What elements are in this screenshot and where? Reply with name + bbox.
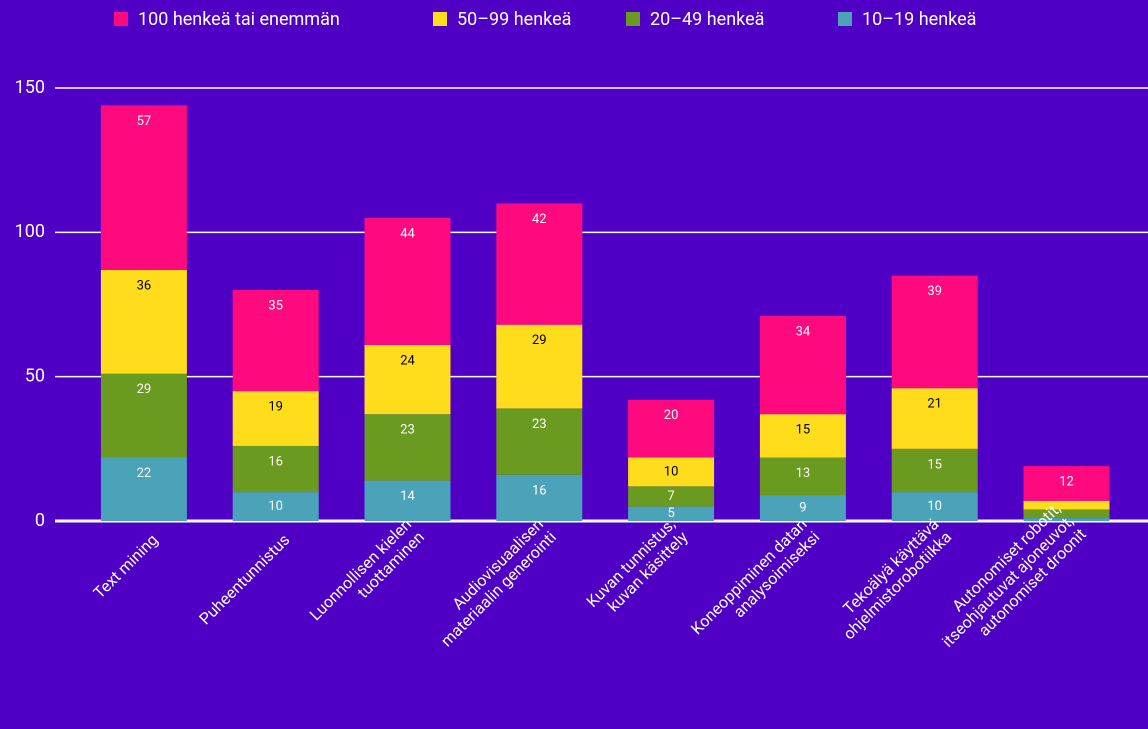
x-tick-label: Tekoälyä käyttäväohjelmistorobotiikka <box>827 515 956 644</box>
bar-segment <box>232 290 319 392</box>
bar-segment <box>364 414 451 481</box>
data-label: 22 <box>137 466 152 481</box>
bar-segment <box>232 492 319 521</box>
data-label: 12 <box>1059 475 1074 490</box>
data-label: 36 <box>137 278 152 293</box>
bar-segment <box>891 448 978 493</box>
x-tick-label-line: Koneoppiminen datan <box>687 515 811 639</box>
bar-segment <box>628 486 715 507</box>
bar-segment <box>891 275 978 389</box>
bar-segment <box>232 445 319 493</box>
bar-segment <box>100 457 187 521</box>
data-label: 23 <box>400 423 415 438</box>
data-label: 15 <box>927 457 942 472</box>
y-tick-label: 150 <box>15 77 45 98</box>
legend-swatch <box>838 12 852 26</box>
bar-segment <box>628 506 715 521</box>
data-label: 9 <box>799 500 806 515</box>
y-tick-label: 0 <box>35 510 45 531</box>
data-label: 39 <box>927 284 942 299</box>
bar-segment <box>1023 500 1110 510</box>
data-label: 34 <box>796 324 811 339</box>
bar-segment <box>628 457 715 487</box>
x-tick-label: Kuvan tunnistus,kuvan käsittely <box>583 515 692 624</box>
bar-segment <box>1023 509 1110 519</box>
legend-label: 100 henkeä tai enemmän <box>138 9 340 30</box>
data-label: 16 <box>268 454 283 469</box>
bar-segment <box>364 480 451 521</box>
data-label: 5 <box>667 506 674 521</box>
x-tick-label: Autonomiset robotit,itseohjautuvat ajone… <box>925 499 1090 664</box>
data-label: 14 <box>400 489 415 504</box>
data-label: 10 <box>664 464 679 479</box>
data-label: 29 <box>532 333 547 348</box>
data-label: 7 <box>667 489 674 504</box>
x-tick-label: Koneoppiminen datananalysoimiseksi <box>687 515 823 651</box>
data-label: 44 <box>400 226 415 241</box>
bar-segment <box>759 457 846 496</box>
bar-segment <box>1023 518 1110 521</box>
bar-segment <box>891 388 978 449</box>
bar-segment <box>496 474 583 521</box>
x-tick-label-line: Text mining <box>90 530 162 602</box>
data-label: 20 <box>664 408 679 423</box>
bar-segment <box>496 408 583 475</box>
data-label: 10 <box>927 499 942 514</box>
legend-swatch <box>626 12 640 26</box>
x-tick-label: Audiovisuaalisenmateriaalin generointi <box>424 515 560 651</box>
data-label: 21 <box>927 397 942 412</box>
legend-swatch <box>433 12 447 26</box>
bar-segment <box>100 105 187 270</box>
x-tick-label: Luonnollisen kielentuottaminen <box>306 515 428 637</box>
data-label: 10 <box>268 499 283 514</box>
x-tick-label-line: ohjelmistorobotiikka <box>839 528 955 644</box>
legend-label: 10–19 henkeä <box>862 9 976 30</box>
bar-segment <box>100 373 187 458</box>
legend-swatch <box>114 12 128 26</box>
bar-segment <box>759 495 846 521</box>
legend-label: 20–49 henkeä <box>650 9 764 30</box>
data-label: 42 <box>532 212 547 227</box>
y-tick-label: 50 <box>25 365 45 386</box>
data-label: 29 <box>137 382 152 397</box>
y-tick-label: 100 <box>15 221 45 242</box>
bar-segment <box>759 316 846 415</box>
data-label: 19 <box>268 400 283 415</box>
bar-segment <box>1023 466 1110 501</box>
x-tick-label-line: materiaalin generointi <box>437 528 560 651</box>
data-label: 16 <box>532 483 547 498</box>
bar-segment <box>759 414 846 458</box>
bar-segment <box>100 269 187 374</box>
bar-segment <box>232 391 319 446</box>
x-tick-label: Text mining <box>90 530 162 602</box>
bar-segment <box>891 492 978 521</box>
data-label: 15 <box>796 423 811 438</box>
data-label: 35 <box>268 299 283 314</box>
bar-segment <box>496 203 583 325</box>
bar-segment <box>628 399 715 458</box>
data-label: 57 <box>137 114 152 129</box>
x-tick-label-line: Puheentunnistus <box>195 530 293 628</box>
bar-segment <box>496 324 583 409</box>
data-label: 24 <box>400 353 415 368</box>
bar-segment <box>364 344 451 415</box>
data-label: 23 <box>532 417 547 432</box>
x-tick-label: Puheentunnistus <box>195 530 293 628</box>
x-tick-label-line: itseohjautuvat ajoneuvot, <box>938 512 1077 651</box>
data-label: 13 <box>796 466 811 481</box>
legend-label: 50–99 henkeä <box>457 9 571 30</box>
bar-segment <box>364 217 451 345</box>
